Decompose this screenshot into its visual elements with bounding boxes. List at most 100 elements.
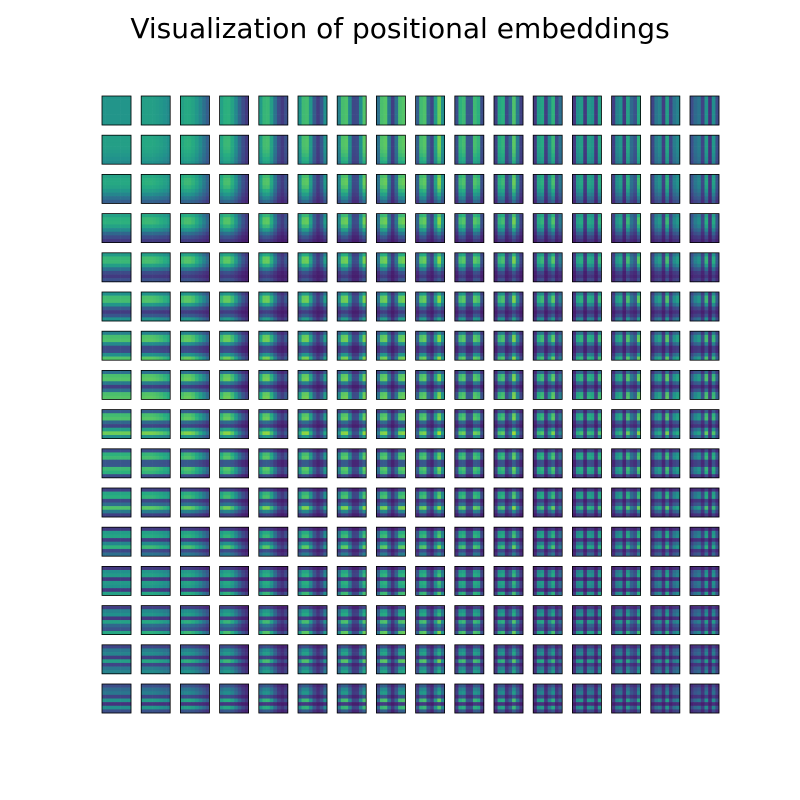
heatmap-pixel: [376, 267, 380, 271]
heatmap-pixel: [355, 221, 359, 225]
heatmap-pixel: [423, 142, 427, 146]
heatmap-pixel: [298, 271, 302, 275]
heatmap-pixel: [241, 142, 245, 146]
heatmap-pixel: [587, 221, 591, 225]
heatmap-pixel: [512, 264, 516, 268]
heatmap-pixel: [266, 275, 270, 279]
heatmap-pixel: [398, 228, 402, 232]
heatmap-pixel: [615, 178, 619, 182]
heatmap-pixel: [148, 256, 152, 260]
heatmap-pixel: [376, 193, 380, 197]
heatmap-pixel: [106, 232, 110, 236]
heatmap-pixel: [419, 146, 423, 150]
heatmap-pixel: [270, 260, 274, 264]
heatmap-pixel: [694, 146, 698, 150]
heatmap-pixel: [580, 114, 584, 118]
heatmap-pixel: [202, 224, 206, 228]
heatmap-pixel: [505, 217, 509, 221]
heatmap-pixel: [302, 135, 306, 139]
heatmap-pixel: [423, 146, 427, 150]
heatmap-pixel: [298, 214, 302, 218]
heatmap-pixel: [455, 139, 459, 143]
heatmap-pixel: [498, 228, 502, 232]
heatmap-pixel: [591, 235, 595, 239]
heatmap-pixel: [313, 228, 317, 232]
heatmap-pixel: [426, 185, 430, 189]
heatmap-pixel: [298, 224, 302, 228]
heatmap-pixel: [359, 221, 363, 225]
heatmap-pixel: [477, 228, 481, 232]
heatmap-pixel: [630, 232, 634, 236]
heatmap-pixel: [309, 235, 313, 239]
heatmap-pixel: [673, 107, 677, 111]
heatmap-pixel: [622, 189, 626, 193]
heatmap-pixel: [180, 111, 184, 115]
heatmap-pixel: [202, 260, 206, 264]
heatmap-pixel: [551, 235, 555, 239]
embedding-tile-r0-c6: [337, 96, 366, 125]
heatmap-pixel: [387, 135, 391, 139]
heatmap-pixel: [694, 196, 698, 200]
heatmap-pixel: [238, 142, 242, 146]
heatmap-pixel: [430, 96, 434, 100]
heatmap-pixel: [152, 185, 156, 189]
heatmap-pixel: [548, 139, 552, 143]
heatmap-pixel: [273, 264, 277, 268]
heatmap-pixel: [163, 214, 167, 218]
heatmap-pixel: [544, 196, 548, 200]
heatmap-pixel: [348, 256, 352, 260]
heatmap-pixel: [512, 267, 516, 271]
heatmap-pixel: [305, 256, 309, 260]
heatmap-pixel: [690, 232, 694, 236]
heatmap-pixel: [223, 100, 227, 104]
heatmap-pixel: [120, 111, 124, 115]
heatmap-pixel: [662, 114, 666, 118]
heatmap-pixel: [473, 96, 477, 100]
heatmap-pixel: [548, 111, 552, 115]
heatmap-pixel: [309, 100, 313, 104]
heatmap-pixel: [298, 185, 302, 189]
heatmap-pixel: [305, 178, 309, 182]
heatmap-pixel: [163, 189, 167, 193]
heatmap-pixel: [117, 221, 121, 225]
heatmap-pixel: [434, 178, 438, 182]
heatmap-pixel: [426, 153, 430, 157]
heatmap-pixel: [124, 196, 128, 200]
heatmap-pixel: [202, 228, 206, 232]
heatmap-pixel: [199, 185, 203, 189]
heatmap-pixel: [195, 157, 199, 161]
heatmap-pixel: [191, 267, 195, 271]
heatmap-pixel: [352, 157, 356, 161]
heatmap-pixel: [391, 118, 395, 122]
heatmap-pixel: [419, 228, 423, 232]
heatmap-pixel: [673, 221, 677, 225]
heatmap-pixel: [423, 214, 427, 218]
heatmap-pixel: [612, 114, 616, 118]
heatmap-pixel: [423, 135, 427, 139]
heatmap-pixel: [434, 157, 438, 161]
heatmap-pixel: [462, 264, 466, 268]
embedding-tile-r2-c3: [220, 174, 249, 203]
heatmap-pixel: [266, 96, 270, 100]
heatmap-pixel: [612, 214, 616, 218]
heatmap-pixel: [548, 228, 552, 232]
heatmap-pixel: [238, 118, 242, 122]
heatmap-pixel: [583, 118, 587, 122]
heatmap-pixel: [437, 224, 441, 228]
heatmap-pixel: [148, 96, 152, 100]
heatmap-pixel: [501, 100, 505, 104]
heatmap-pixel: [501, 260, 505, 264]
heatmap-pixel: [548, 157, 552, 161]
heatmap-pixel: [163, 228, 167, 232]
heatmap-pixel: [141, 157, 145, 161]
heatmap-pixel: [423, 185, 427, 189]
embedding-tile-r2-c13: [612, 174, 641, 203]
heatmap-pixel: [148, 193, 152, 197]
heatmap-pixel: [612, 228, 616, 232]
heatmap-pixel: [615, 224, 619, 228]
heatmap-pixel: [141, 189, 145, 193]
heatmap-pixel: [697, 189, 701, 193]
heatmap-pixel: [223, 275, 227, 279]
heatmap-pixel: [665, 135, 669, 139]
heatmap-pixel: [469, 196, 473, 200]
